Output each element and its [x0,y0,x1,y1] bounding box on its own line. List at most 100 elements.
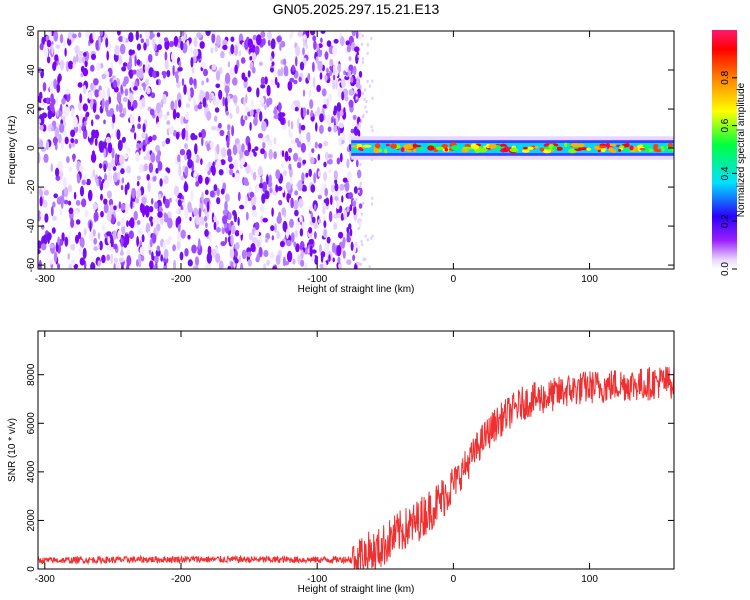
heatmap-cell [275,169,281,180]
heatmap-cell [336,157,341,165]
heatmap-cell [120,84,123,94]
heatmap-cell [333,38,339,44]
heatmap-cell [97,244,100,250]
heatmap-cell [338,231,344,239]
heatmap-cell [103,198,108,205]
heatmap-cell [228,222,232,231]
heatmap-cell [339,36,345,47]
heatmap-cell [150,92,156,99]
heatmap-cell [344,75,350,81]
heatmap-cell [308,168,313,177]
signal-band-cell [470,143,477,149]
heatmap-cell [119,113,125,118]
heatmap-cell [222,215,228,225]
heatmap-cell [85,178,91,186]
heatmap-cell [185,103,191,108]
heatmap-cell [204,164,210,172]
heatmap-cell [92,169,96,178]
heatmap-cell [113,205,117,211]
signal-band-cell [353,147,357,151]
heatmap-cell [142,123,146,133]
heatmap-cell [119,251,124,256]
heatmap-cell [184,143,188,149]
heatmap-cell [117,230,121,241]
heatmap-cell [348,223,352,230]
heatmap-cell [129,217,135,229]
heatmap-cell [160,254,164,262]
heatmap-cell [291,64,295,73]
heatmap-cell [294,106,299,112]
heatmap-cell [232,144,238,156]
heatmap-cell [201,191,204,203]
heatmap-cell [204,229,209,237]
signal-band-cell [374,143,381,149]
signal-band-cell [586,147,592,151]
snr-series-line [38,365,674,569]
heatmap-cell [177,222,181,233]
heatmap-cell [59,209,63,216]
heatmap-cell [278,102,282,113]
signal-band-cell [653,145,658,151]
heatmap-cell [218,89,223,100]
x-tick-label: -100 [307,574,327,585]
heatmap-cell [352,200,357,208]
heatmap-cell [355,197,358,201]
heatmap-cell [101,73,107,80]
heatmap-cell [220,51,225,59]
heatmap-cell [342,250,346,259]
heatmap-cell [289,218,294,228]
heatmap-cell [244,115,248,121]
heatmap-cell [333,109,337,116]
heatmap-cell [70,107,75,119]
heatmap-cell [68,207,74,215]
heatmap-cell [216,143,220,155]
heatmap-cell [270,67,274,73]
heatmap-cell [264,104,267,111]
heatmap-cell [254,183,260,193]
heatmap-cell [227,61,231,68]
heatmap-cell [316,43,320,51]
heatmap-cell [136,220,141,225]
heatmap-cell [120,168,125,175]
heatmap-cell [245,93,248,104]
heatmap-cell [328,93,332,102]
heatmap-cell [166,120,171,126]
heatmap-cell [226,137,230,149]
heatmap-cell [290,120,294,130]
heatmap-cell [371,79,374,83]
heatmap-cell [67,233,71,243]
heatmap-cell [156,223,161,232]
heatmap-cell [343,209,348,220]
heatmap-cell [361,61,364,64]
heatmap-cell [349,228,353,237]
heatmap-cell [175,132,180,140]
heatmap-cell [68,263,72,269]
heatmap-cell [346,158,350,169]
heatmap-cell [198,207,202,218]
heatmap-cell [74,209,79,215]
heatmap-cell [241,143,245,153]
heatmap-cell [135,259,140,267]
heatmap-cell [220,241,226,247]
heatmap-cell [203,197,210,203]
signal-band-cell [378,148,383,153]
heatmap-cell [250,200,254,206]
heatmap-cell [58,123,65,133]
heatmap-cell [288,147,293,153]
heatmap-cell [180,40,184,51]
heatmap-cell [92,31,96,41]
heatmap-cell [172,244,177,252]
heatmap-cell [163,212,167,220]
heatmap-cell [164,51,168,62]
heatmap-cell [149,33,155,38]
heatmap-cell [314,231,317,240]
heatmap-cell [49,83,53,94]
heatmap-cell [271,235,274,241]
signal-band-cell [435,146,444,151]
heatmap-cell [98,175,102,187]
heatmap-cell [106,110,112,117]
heatmap-cell [289,77,295,83]
heatmap-cell [371,202,373,206]
figure-title: GN05.2025.297.15.21.E13 [273,1,440,17]
heatmap-cell [95,40,99,51]
